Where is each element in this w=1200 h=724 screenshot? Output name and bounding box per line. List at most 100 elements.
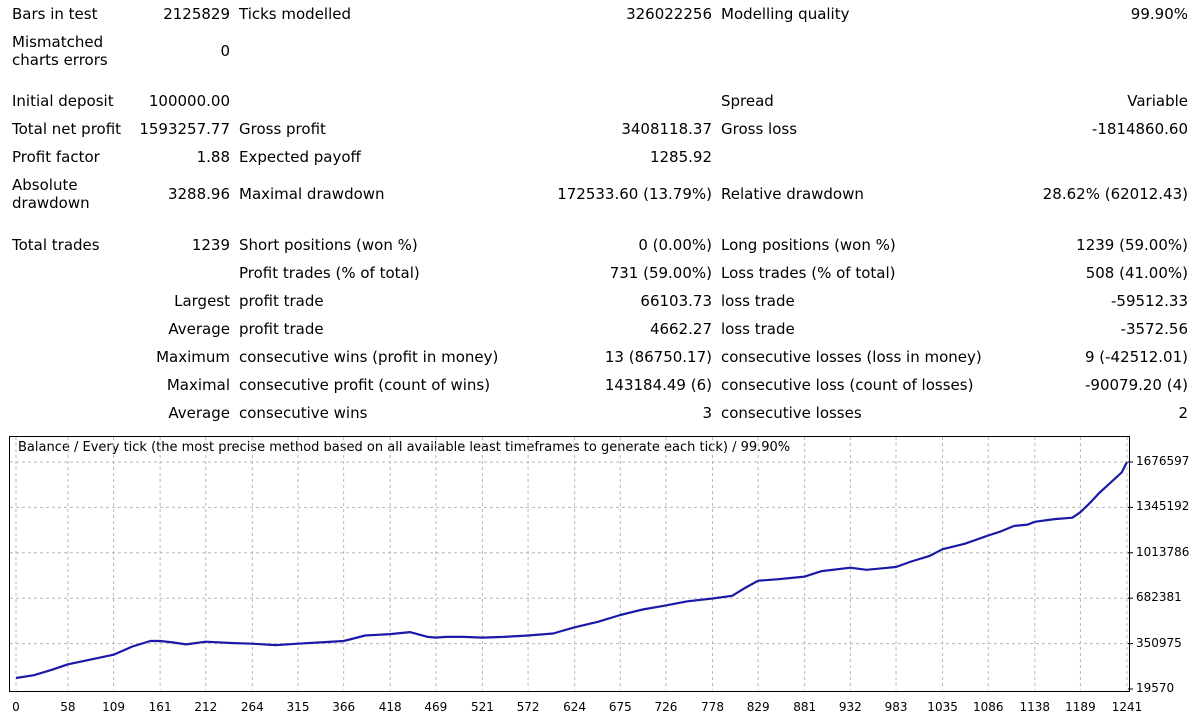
consecutive-profit-count-value: 143184.49 (6) bbox=[604, 376, 712, 394]
profit-factor-value: 1.88 bbox=[196, 148, 230, 166]
initial-deposit-label: Initial deposit bbox=[12, 92, 114, 110]
average-label: Average bbox=[168, 320, 230, 338]
spread-value: Variable bbox=[1127, 92, 1188, 110]
row-largest: Largest profit trade 66103.73 loss trade… bbox=[0, 287, 1200, 315]
gross-loss-value: -1814860.60 bbox=[1091, 120, 1188, 138]
x-tick-label: 264 bbox=[240, 700, 264, 714]
short-positions-value: 0 (0.00%) bbox=[638, 236, 712, 254]
x-tick-label: 1086 bbox=[972, 700, 1004, 714]
average-loss-trade-value: -3572.56 bbox=[1120, 320, 1188, 338]
balance-chart-frame bbox=[9, 436, 1130, 692]
loss-trades-value: 508 (41.00%) bbox=[1085, 264, 1188, 282]
initial-deposit-value: 100000.00 bbox=[148, 92, 230, 110]
average-consecutive-wins-value: 3 bbox=[702, 404, 712, 422]
x-tick-label: 212 bbox=[194, 700, 218, 714]
consecutive-wins-money-value: 13 (86750.17) bbox=[604, 348, 712, 366]
short-positions-label: Short positions (won %) bbox=[239, 236, 418, 254]
row-bars-in-test: Bars in test 2125829 Ticks modelled 3260… bbox=[0, 0, 1200, 28]
row-mismatched-errors: Mismatched charts errors 0 bbox=[0, 30, 1200, 72]
loss-trades-label: Loss trades (% of total) bbox=[721, 264, 896, 282]
row-total-net-profit: Total net profit 1593257.77 Gross profit… bbox=[0, 115, 1200, 143]
x-tick-label: 829 bbox=[746, 700, 770, 714]
row-profit-factor: Profit factor 1.88 Expected payoff 1285.… bbox=[0, 143, 1200, 171]
chart-title: Balance / Every tick (the most precise m… bbox=[18, 440, 791, 455]
mismatched-errors-label: Mismatched charts errors bbox=[12, 33, 108, 69]
spread-label: Spread bbox=[721, 92, 774, 110]
largest-profit-trade-value: 66103.73 bbox=[640, 292, 712, 310]
bars-in-test-label: Bars in test bbox=[12, 5, 98, 23]
absolute-drawdown-value: 3288.96 bbox=[167, 185, 230, 203]
consecutive-loss-count-value: -90079.20 (4) bbox=[1084, 376, 1188, 394]
x-tick-label: 366 bbox=[332, 700, 356, 714]
y-tick-label: 350975 bbox=[1136, 635, 1182, 650]
x-tick-label: 315 bbox=[286, 700, 310, 714]
ticks-modelled-value: 326022256 bbox=[626, 5, 712, 23]
y-tick-label: 19570 bbox=[1136, 681, 1175, 695]
x-tick-label: 109 bbox=[102, 700, 126, 714]
x-tick-label: 932 bbox=[838, 700, 862, 714]
consecutive-loss-count-label: consecutive loss (count of losses) bbox=[721, 376, 974, 394]
x-tick-label: 58 bbox=[60, 700, 76, 714]
row-average-consecutive: Average consecutive wins 3 consecutive l… bbox=[0, 399, 1200, 427]
relative-drawdown-value: 28.62% (62012.43) bbox=[1042, 185, 1188, 203]
average-profit-trade-value: 4662.27 bbox=[649, 320, 712, 338]
modelling-quality-label: Modelling quality bbox=[721, 5, 850, 23]
consecutive-profit-count-label: consecutive profit (count of wins) bbox=[239, 376, 491, 394]
row-drawdown: Absolute drawdown 3288.96 Maximal drawdo… bbox=[0, 173, 1200, 215]
absolute-drawdown-label: Absolute drawdown bbox=[12, 176, 90, 212]
largest-profit-trade-label: profit trade bbox=[239, 292, 324, 310]
x-tick-label: 1035 bbox=[927, 700, 958, 714]
row-average: Average profit trade 4662.27 loss trade … bbox=[0, 315, 1200, 343]
total-net-profit-label: Total net profit bbox=[12, 120, 122, 138]
bars-in-test-value: 2125829 bbox=[163, 5, 230, 23]
ticks-modelled-label: Ticks modelled bbox=[239, 5, 352, 23]
maximal-drawdown-label: Maximal drawdown bbox=[239, 185, 385, 203]
expected-payoff-value: 1285.92 bbox=[649, 148, 712, 166]
consecutive-losses-money-label: consecutive losses (loss in money) bbox=[721, 348, 982, 366]
x-tick-label: 161 bbox=[148, 700, 172, 714]
y-tick-label: 682381 bbox=[1136, 590, 1182, 605]
profit-trades-label: Profit trades (% of total) bbox=[239, 264, 420, 282]
mismatched-errors-value: 0 bbox=[220, 42, 230, 60]
x-tick-label: 1138 bbox=[1019, 700, 1051, 714]
x-tick-label: 1241 bbox=[1111, 700, 1143, 714]
average-loss-trade-label: loss trade bbox=[721, 320, 795, 338]
gross-profit-label: Gross profit bbox=[239, 120, 326, 138]
largest-label: Largest bbox=[174, 292, 230, 310]
x-tick-label: 521 bbox=[470, 700, 494, 714]
y-tick-label: 1676597 bbox=[1136, 454, 1190, 468]
consecutive-losses-money-value: 9 (-42512.01) bbox=[1084, 348, 1188, 366]
x-tick-label: 983 bbox=[884, 700, 908, 714]
maximum-label: Maximum bbox=[156, 348, 230, 366]
long-positions-value: 1239 (59.00%) bbox=[1076, 236, 1188, 254]
profit-trades-value: 731 (59.00%) bbox=[609, 264, 712, 282]
total-trades-value: 1239 bbox=[191, 236, 230, 254]
x-tick-label: 572 bbox=[516, 700, 540, 714]
row-maximal: Maximal consecutive profit (count of win… bbox=[0, 371, 1200, 399]
long-positions-label: Long positions (won %) bbox=[721, 236, 896, 254]
total-net-profit-value: 1593257.77 bbox=[139, 120, 230, 138]
gross-loss-label: Gross loss bbox=[721, 120, 798, 138]
relative-drawdown-label: Relative drawdown bbox=[721, 185, 864, 203]
modelling-quality-value: 99.90% bbox=[1130, 5, 1188, 23]
consecutive-wins-money-label: consecutive wins (profit in money) bbox=[239, 348, 499, 366]
x-tick-label: 469 bbox=[424, 700, 448, 714]
x-tick-label: 778 bbox=[701, 700, 724, 714]
x-tick-label: 1189 bbox=[1065, 700, 1096, 714]
row-total-trades: Total trades 1239 Short positions (won %… bbox=[0, 231, 1200, 259]
x-tick-label: 726 bbox=[654, 700, 678, 714]
total-trades-label: Total trades bbox=[12, 236, 100, 254]
report-summary: Bars in test 2125829 Ticks modelled 3260… bbox=[0, 0, 1200, 427]
maximal-label: Maximal bbox=[166, 376, 230, 394]
largest-loss-trade-value: -59512.33 bbox=[1111, 292, 1188, 310]
row-profit-trades: Profit trades (% of total) 731 (59.00%) … bbox=[0, 259, 1200, 287]
average-consecutive-losses-value: 2 bbox=[1178, 404, 1188, 422]
x-tick-label: 675 bbox=[608, 700, 632, 714]
maximal-drawdown-value: 172533.60 (13.79%) bbox=[557, 185, 712, 203]
average-consecutive-losses-label: consecutive losses bbox=[721, 404, 862, 422]
average-consecutive-wins-label: consecutive wins bbox=[239, 404, 368, 422]
x-tick-label: 418 bbox=[378, 700, 402, 714]
y-tick-label: 1345192 bbox=[1136, 499, 1190, 514]
x-tick-label: 881 bbox=[793, 700, 817, 714]
